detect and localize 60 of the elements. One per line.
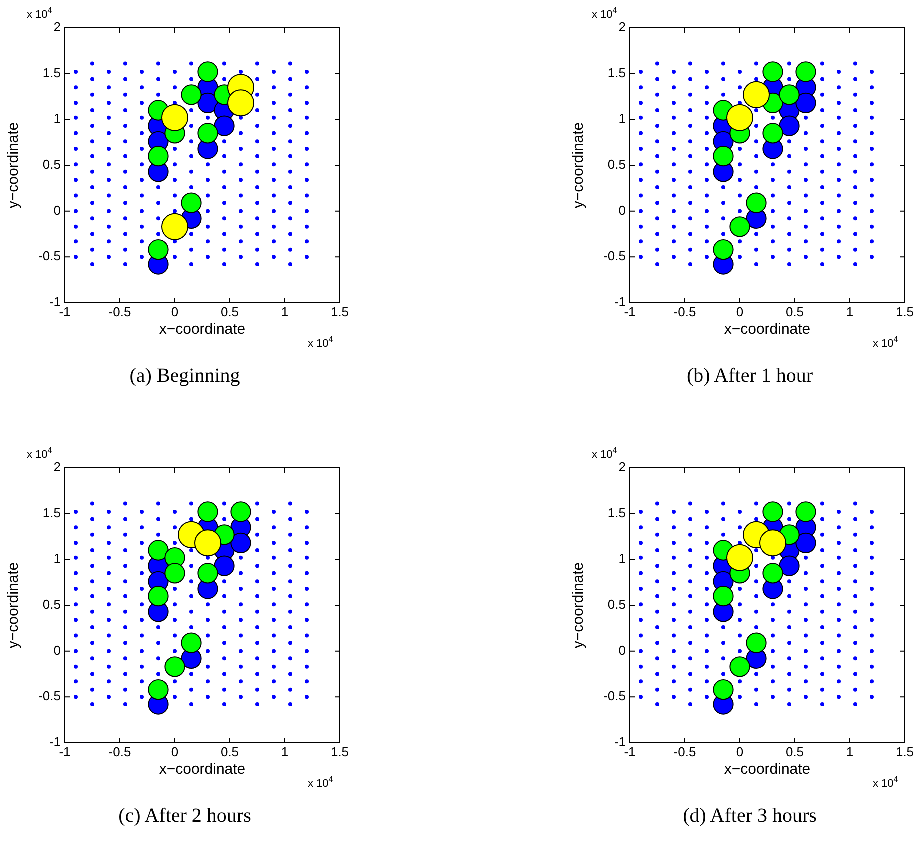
x-tick-label: -0.5 <box>108 744 132 760</box>
y-tick-label: 0.5 <box>608 157 626 172</box>
x-tick-label: 1 <box>281 304 289 320</box>
y-tick-label: 0 <box>54 642 61 658</box>
y-tick-label: -0.5 <box>38 688 61 704</box>
y-tick-label: -1 <box>49 294 61 310</box>
y-tick-label: 1 <box>54 551 61 566</box>
x-tick-label: 1 <box>846 744 854 760</box>
text: (c) After 2 hours <box>118 805 252 828</box>
x-tick-label: 0 <box>171 304 179 320</box>
y-axis-title: y−coordinate <box>5 122 22 209</box>
x-tick-label: -0.5 <box>674 304 696 320</box>
y-axis-title: y−coordinate <box>570 122 588 209</box>
y-tick-label: -0.5 <box>38 248 61 264</box>
y-axis-title: y−coordinate <box>570 562 588 649</box>
x-tick-label: 0.5 <box>220 304 240 320</box>
x-tick-label: 0 <box>736 304 744 320</box>
y-tick-label: 0 <box>618 642 626 658</box>
x-tick-label: 0 <box>736 744 744 760</box>
text: (b) After 1 hour <box>686 365 814 388</box>
x-tick-label: 0.5 <box>786 304 804 320</box>
y-tick-label: 0 <box>54 202 61 218</box>
y-tick-label: 1 <box>54 111 61 126</box>
text: (d) After 3 hours <box>682 805 818 828</box>
x-tick-label: 1 <box>281 744 289 760</box>
y-tick-label: 1.5 <box>42 65 61 80</box>
y-tick-label: 0.5 <box>42 157 61 172</box>
x-tick-label: -0.5 <box>674 744 696 760</box>
y-tick-label: -0.5 <box>604 688 626 704</box>
y-tick-label: 0 <box>618 202 626 218</box>
y-axis-title: y−coordinate <box>5 562 22 649</box>
y-tick-label: 1.5 <box>608 65 626 80</box>
x-tick-label: 1.5 <box>330 744 350 760</box>
x-tick-label: 1.5 <box>330 304 350 320</box>
y-tick-label: -1 <box>614 734 626 750</box>
text: (a) Beginning <box>128 365 242 388</box>
x-tick-label: 0.5 <box>786 744 804 760</box>
y-tick-label: 1.5 <box>608 505 626 520</box>
x-tick-label: 0.5 <box>220 744 240 760</box>
y-tick-label: 2 <box>54 20 61 35</box>
y-tick-label: 2 <box>618 20 626 35</box>
x-tick-label: 1.5 <box>896 304 914 320</box>
y-tick-label: -1 <box>614 294 626 310</box>
y-tick-label: 1.5 <box>42 505 61 520</box>
x-axis-title: x−coordinate <box>159 321 246 338</box>
y-tick-label: 1 <box>618 111 626 126</box>
x-tick-label: -0.5 <box>108 304 132 320</box>
x-tick-label: 1.5 <box>896 744 914 760</box>
y-tick-label: -0.5 <box>604 248 626 264</box>
y-tick-label: 2 <box>54 460 61 475</box>
x-tick-label: 0 <box>171 744 179 760</box>
x-axis-title: x−coordinate <box>159 761 246 778</box>
x-axis-title: x−coordinate <box>724 321 811 338</box>
x-axis-title: x−coordinate <box>724 761 811 778</box>
x-tick-label: 1 <box>846 304 854 320</box>
y-tick-label: 2 <box>618 460 626 475</box>
y-tick-label: -1 <box>49 734 61 750</box>
y-tick-label: 0.5 <box>608 597 626 612</box>
y-tick-label: 1 <box>618 551 626 566</box>
y-tick-label: 0.5 <box>42 597 61 612</box>
